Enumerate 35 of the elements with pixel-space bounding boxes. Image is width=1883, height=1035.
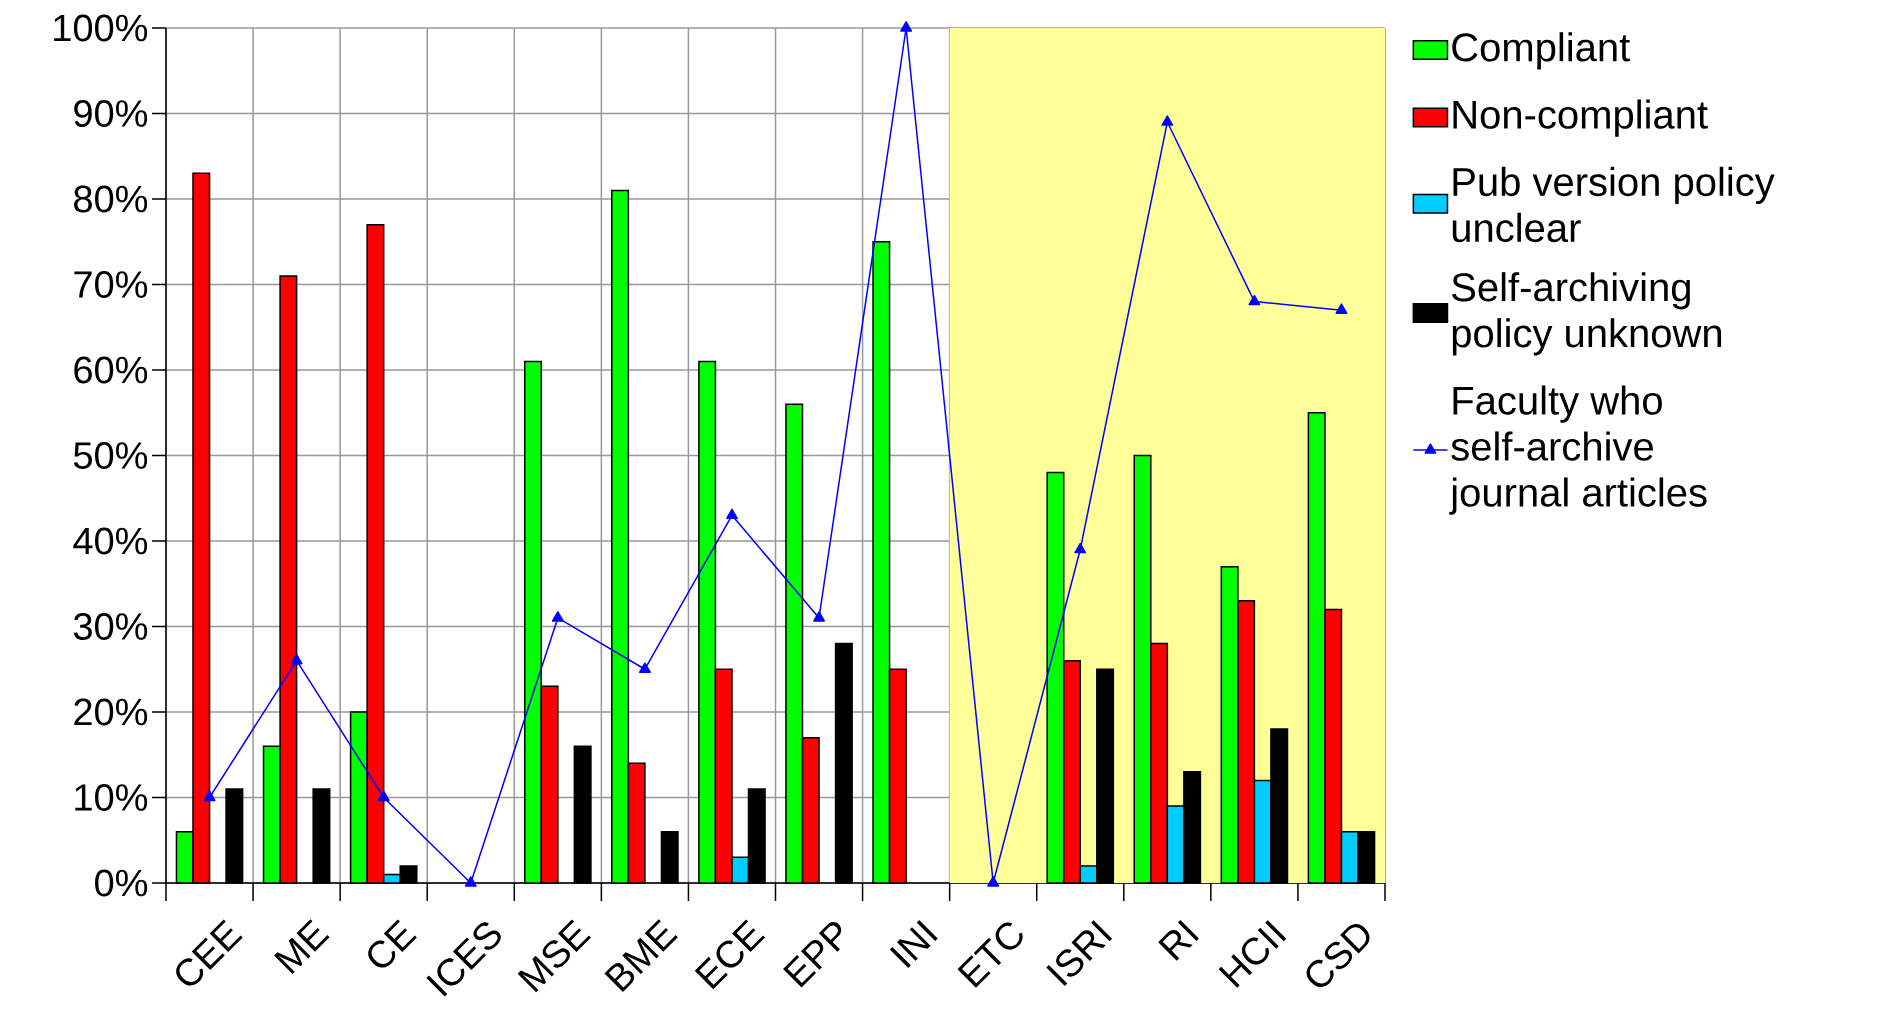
y-tick-label: 30%: [73, 613, 148, 640]
point: [1074, 542, 1087, 554]
point: [638, 662, 651, 673]
point: [464, 876, 477, 887]
y-tick-label: 90%: [74, 100, 148, 127]
y-tick-label: 40%: [73, 527, 148, 555]
point: [290, 653, 303, 665]
point: [551, 611, 564, 622]
point: [1335, 303, 1348, 314]
y-tick-label: 60%: [74, 356, 148, 384]
legend-label: Compliant: [1452, 32, 1630, 70]
legend-label: Faculty who self-archive journal articles: [1449, 385, 1707, 515]
y-tick-label: 70%: [74, 271, 148, 298]
y-tick-label: 10%: [75, 784, 148, 811]
y-tick-label: 0%: [95, 869, 148, 897]
legend-label: Self-archiving policy unknown: [1452, 272, 1722, 356]
point: [726, 508, 738, 520]
x-tick-label: RI: [1158, 920, 1199, 961]
x-tick-label: ME: [274, 919, 330, 975]
x-tick-label: INI: [889, 920, 938, 968]
x-tick-label: CE: [368, 919, 417, 968]
point: [377, 790, 390, 802]
point: [987, 876, 1000, 887]
y-tick-label: 20%: [74, 698, 148, 726]
point: [203, 790, 216, 802]
point: [1161, 115, 1174, 126]
y-tick-label: 100%: [54, 14, 148, 42]
legend-label: Non-compliant: [1453, 99, 1708, 137]
point: [900, 21, 913, 32]
point: [813, 611, 825, 622]
legend-label: Pub version policy unclear: [1452, 166, 1775, 243]
y-tick-label: 80%: [74, 185, 148, 213]
x-tick-label: CSD: [1306, 924, 1370, 987]
y-tick-label: 50%: [73, 442, 148, 469]
point: [1248, 294, 1261, 306]
